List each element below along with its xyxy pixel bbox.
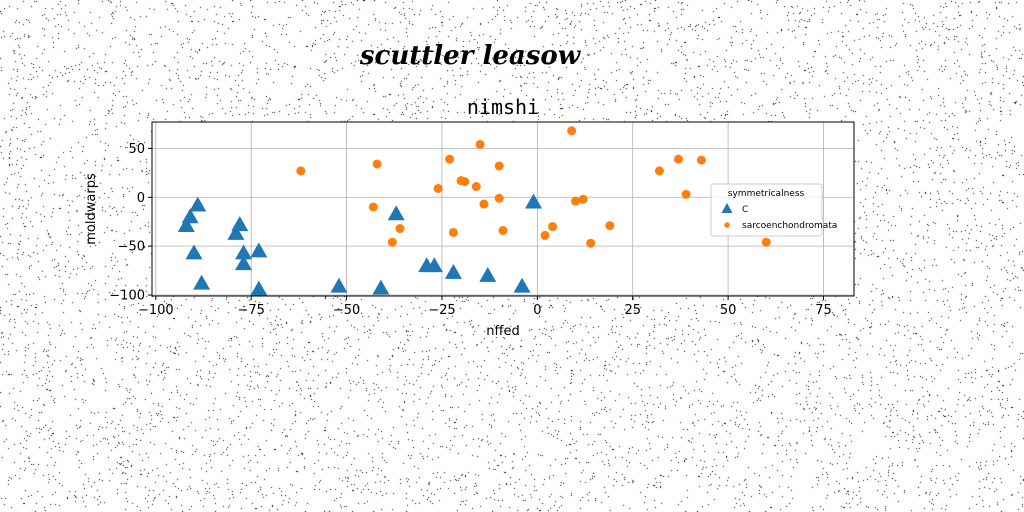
- circle-point: [433, 183, 443, 193]
- triangle-point: [193, 274, 211, 290]
- legend-box: [710, 183, 823, 237]
- circle-point: [578, 194, 588, 204]
- y-axis-label: moldwarps: [84, 173, 99, 245]
- triangle-point: [513, 277, 531, 293]
- chart-suptitle: scuttler leasow: [359, 41, 582, 71]
- triangle-point: [227, 224, 245, 240]
- legend-circle-marker: [724, 222, 730, 228]
- circle-point: [479, 199, 489, 209]
- circle-point: [586, 238, 596, 248]
- triangle-point: [177, 217, 195, 232]
- circle-point: [605, 221, 615, 231]
- circle-point: [445, 154, 455, 164]
- circle-point: [475, 139, 485, 149]
- triangle-point: [444, 264, 462, 279]
- x-tick-label: 75: [815, 303, 832, 318]
- triangle-point: [189, 196, 207, 212]
- circle-point: [471, 182, 481, 192]
- circle-point: [674, 154, 683, 164]
- circle-point: [567, 126, 577, 136]
- triangle-point: [372, 279, 390, 295]
- circle-point: [460, 177, 470, 187]
- triangle-point: [250, 280, 268, 296]
- y-tick-label: −100: [109, 289, 145, 304]
- circle-point: [387, 237, 397, 247]
- triangle-point: [250, 242, 268, 258]
- y-tick-label: 50: [128, 142, 145, 157]
- triangle-point: [330, 277, 348, 293]
- x-tick-label: 50: [720, 303, 737, 318]
- y-tick-label: 0: [137, 191, 145, 206]
- legend-entry-sarcoenchondromata: sarcoenchondromata: [742, 221, 837, 231]
- x-tick-label: −100: [138, 303, 174, 318]
- legend: symmetricalness C sarcoenchondromata: [710, 183, 837, 237]
- y-tick-label: −50: [118, 240, 145, 255]
- triangle-point: [235, 244, 253, 260]
- circle-point: [372, 159, 382, 169]
- circle-point: [395, 224, 405, 234]
- circle-point: [654, 166, 664, 176]
- x-tick-label: 0: [533, 303, 541, 318]
- chart-title: nimshi: [467, 95, 539, 119]
- circle-point: [548, 222, 558, 232]
- x-axis-label: nffed: [486, 324, 519, 339]
- circle-point: [761, 237, 771, 247]
- circle-point: [498, 226, 508, 236]
- axis-ticks: −100 −75 −50 −25 0 25 50 75 −100 −50 0 50: [109, 142, 831, 318]
- x-tick-label: 25: [624, 303, 641, 318]
- legend-entry-c: C: [742, 205, 748, 215]
- circle-point: [696, 155, 706, 165]
- triangle-point: [425, 257, 443, 273]
- circle-point: [494, 161, 504, 171]
- data-marks: [177, 126, 771, 296]
- legend-triangle-marker: [721, 203, 733, 213]
- circle-point: [368, 202, 378, 212]
- circle-point: [448, 227, 458, 237]
- triangle-point: [387, 205, 405, 221]
- triangle-point: [479, 266, 497, 282]
- triangle-point: [525, 193, 543, 209]
- circle-point: [570, 196, 580, 206]
- triangle-point: [185, 244, 203, 260]
- circle-point: [296, 166, 306, 176]
- x-tick-label: −25: [428, 303, 455, 318]
- circle-point: [494, 193, 504, 203]
- x-tick-label: −50: [333, 303, 360, 318]
- triangle-point: [235, 255, 253, 271]
- x-tick-label: −75: [237, 303, 264, 318]
- circle-point: [540, 230, 550, 240]
- plot-frame: [151, 121, 855, 297]
- circle-point: [681, 189, 691, 199]
- legend-title: symmetricalness: [728, 189, 805, 199]
